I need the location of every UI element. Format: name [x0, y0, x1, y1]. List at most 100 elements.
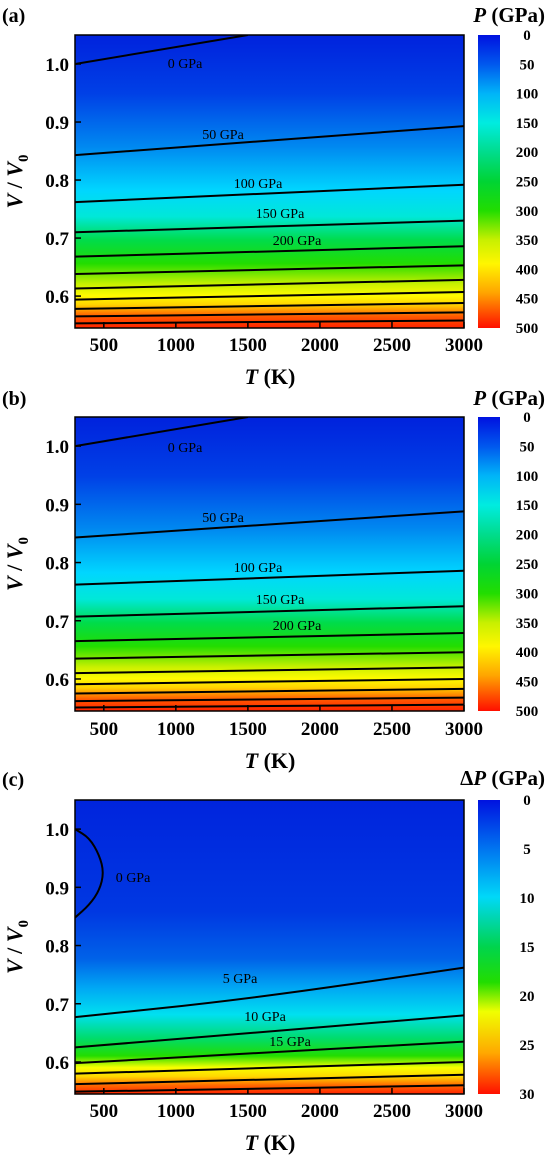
contour-line-10 — [75, 1014, 464, 1049]
x-tick-label: 2500 — [373, 335, 411, 356]
colorbar-title: P (GPa) — [472, 3, 545, 27]
y-tick-label: 0.7 — [45, 612, 69, 633]
colorbar — [478, 417, 500, 711]
contour-line-100 — [75, 569, 464, 586]
y-axis-label: V / V0 — [2, 537, 32, 591]
colorbar-tick-label: 450 — [516, 292, 539, 308]
contour-line-15 — [75, 1040, 464, 1065]
contour-label: 200 GPa — [273, 234, 322, 249]
contour-line-30 — [75, 1084, 464, 1093]
colorbar — [478, 35, 500, 328]
x-tick-label: 1500 — [229, 719, 267, 740]
panel-label: (c) — [2, 769, 24, 791]
contour-line-5 — [75, 966, 464, 1019]
contour-line-400 — [75, 687, 464, 695]
x-tick-label: 500 — [90, 719, 119, 740]
colorbar-tick-label: 0 — [523, 410, 531, 426]
plot-frame — [74, 799, 465, 1095]
colorbar-tick-label: 50 — [520, 57, 535, 73]
colorbar-tick-label: 200 — [516, 528, 539, 544]
contour-line-50 — [75, 125, 464, 157]
contour-lines — [75, 828, 464, 1093]
colorbar-title: P (GPa) — [472, 386, 545, 410]
contour-label: 150 GPa — [256, 207, 305, 222]
x-tick-label: 2000 — [301, 1101, 339, 1122]
x-tick-label: 2000 — [301, 719, 339, 740]
contour-label: 0 GPa — [168, 57, 203, 72]
colorbar — [478, 800, 500, 1094]
colorbar-tick-label: 30 — [520, 1087, 535, 1103]
colorbar-tick-label: 5 — [523, 842, 531, 858]
colorbar-tick-label: 350 — [516, 233, 539, 249]
colorbar-tick-label: 300 — [516, 586, 539, 602]
contour-line-300 — [75, 278, 464, 290]
contour-lines — [75, 35, 464, 325]
y-tick-label: 0.6 — [45, 1053, 69, 1074]
colorbar-tick-label: 500 — [516, 704, 539, 720]
contour-line-100 — [75, 183, 464, 204]
x-tick-label: 3000 — [445, 719, 483, 740]
colorbar-tick-label: 250 — [516, 557, 539, 573]
contour-line-350 — [75, 677, 464, 686]
contour-line-200 — [75, 245, 464, 258]
x-tick-label: 1000 — [157, 719, 195, 740]
plot-frame — [74, 34, 465, 329]
contour-lines — [75, 417, 464, 709]
contour-label: 100 GPa — [234, 177, 283, 192]
colorbar-tick-label: 100 — [516, 87, 539, 103]
contour-line-50 — [75, 510, 464, 539]
contour-line-150 — [75, 219, 464, 234]
y-tick-label: 0.6 — [45, 670, 69, 691]
colorbar-tick-label: 450 — [516, 675, 539, 691]
contour-line-450 — [75, 311, 464, 318]
colorbar-tick-label: 50 — [520, 439, 535, 455]
panel-label: (a) — [2, 5, 25, 27]
x-axis-label: T (K) — [245, 1130, 296, 1155]
colorbar-tick-label: 150 — [516, 116, 539, 132]
contour-line-300 — [75, 666, 464, 675]
y-tick-label: 0.7 — [45, 995, 69, 1016]
x-tick-label: 500 — [90, 335, 119, 356]
contour-line-150 — [75, 605, 464, 618]
heatmap-field — [75, 35, 464, 328]
colorbar-title: ΔP (GPa) — [460, 766, 545, 790]
plot-frame — [74, 416, 465, 712]
x-tick-label: 2000 — [301, 335, 339, 356]
x-tick-label: 1500 — [229, 1101, 267, 1122]
y-tick-label: 0.8 — [45, 171, 69, 192]
contour-line-400 — [75, 302, 464, 310]
colorbar-tick-label: 20 — [520, 989, 535, 1005]
x-tick-label: 3000 — [445, 1101, 483, 1122]
colorbar-tick-label: 25 — [520, 1038, 535, 1054]
contour-line-0 — [75, 828, 104, 919]
heatmap-field — [75, 417, 464, 711]
contour-line-25 — [75, 1073, 464, 1086]
contour-line-200 — [75, 631, 464, 643]
colorbar-tick-label: 15 — [520, 940, 535, 956]
contour-label: 10 GPa — [244, 1010, 286, 1025]
y-tick-label: 0.6 — [45, 287, 69, 308]
contour-label: 0 GPa — [116, 871, 151, 886]
contour-line-250 — [75, 264, 464, 276]
x-tick-label: 3000 — [445, 335, 483, 356]
contour-line-350 — [75, 291, 464, 301]
y-axis-label: V / V0 — [2, 155, 32, 209]
x-tick-label: 2500 — [373, 1101, 411, 1122]
y-tick-label: 0.7 — [45, 229, 69, 250]
y-tick-label: 0.9 — [45, 495, 69, 516]
x-tick-label: 1500 — [229, 335, 267, 356]
contour-line-0 — [75, 417, 249, 448]
colorbar-tick-label: 400 — [516, 262, 539, 278]
colorbar-tick-label: 250 — [516, 175, 539, 191]
y-axis-label: V / V0 — [2, 920, 32, 974]
contour-label: 5 GPa — [223, 972, 258, 987]
colorbar-tick-label: 10 — [520, 891, 535, 907]
contour-line-500 — [75, 703, 464, 709]
contour-label: 0 GPa — [168, 441, 203, 456]
x-axis-label: T (K) — [245, 364, 296, 389]
x-tick-label: 2500 — [373, 719, 411, 740]
